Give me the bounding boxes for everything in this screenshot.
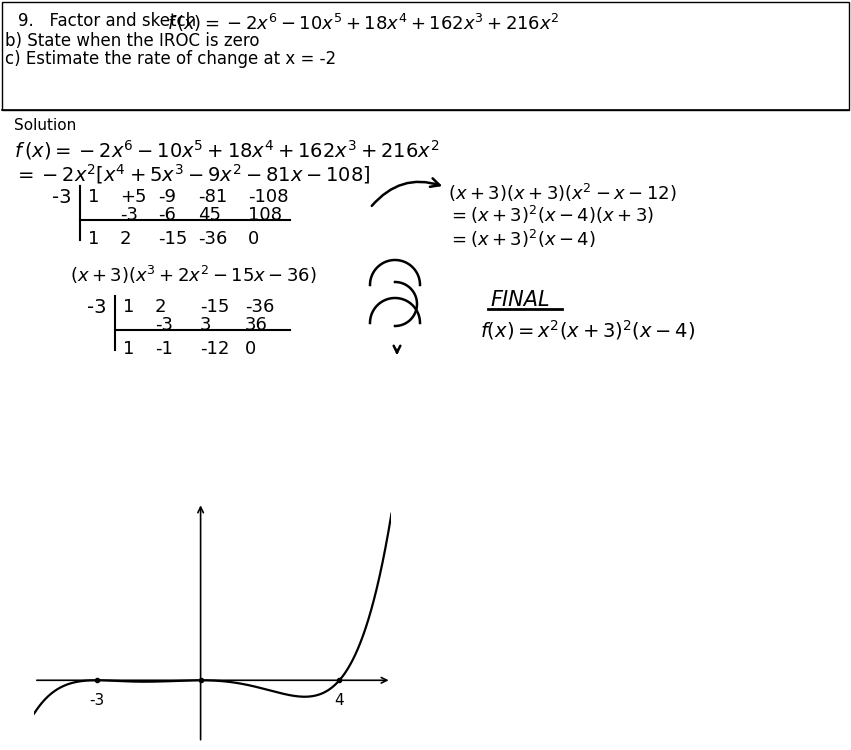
Text: $(x+3)(x+3)(x^2-x-12)$: $(x+3)(x+3)(x^2-x-12)$ bbox=[448, 182, 677, 204]
Text: 9.   Factor and sketch: 9. Factor and sketch bbox=[18, 12, 202, 30]
Text: 108: 108 bbox=[248, 206, 282, 224]
Text: 4: 4 bbox=[334, 693, 344, 708]
Text: 2: 2 bbox=[155, 298, 167, 316]
Text: c) Estimate the rate of change at x = -2: c) Estimate the rate of change at x = -2 bbox=[5, 50, 336, 68]
Bar bbox=[2, 2, 849, 110]
Text: 36: 36 bbox=[245, 316, 268, 334]
Text: -9: -9 bbox=[158, 188, 176, 206]
Text: $= -2x^2\left[x^4 + 5x^3 - 9x^2 - 81x - 108\right]$: $= -2x^2\left[x^4 + 5x^3 - 9x^2 - 81x - … bbox=[14, 162, 370, 186]
Text: -1: -1 bbox=[155, 340, 173, 358]
Text: 2: 2 bbox=[120, 230, 132, 248]
Text: -3: -3 bbox=[89, 693, 104, 708]
Text: $= (x+3)^2(x-4)(x+3)$: $= (x+3)^2(x-4)(x+3)$ bbox=[448, 204, 654, 226]
Text: -15: -15 bbox=[200, 298, 230, 316]
Text: $f\,(x) = -2x^6 - 10x^5 + 18x^4 + 162x^3 + 216x^2$: $f\,(x) = -2x^6 - 10x^5 + 18x^4 + 162x^3… bbox=[167, 12, 560, 34]
Text: +5: +5 bbox=[120, 188, 146, 206]
Text: $f\,(x) = -2x^6 - 10x^5 + 18x^4 + 162x^3 + 216x^2$: $f\,(x) = -2x^6 - 10x^5 + 18x^4 + 162x^3… bbox=[14, 138, 439, 162]
Text: $(x+3)(x^3+2x^2-15x-36)$: $(x+3)(x^3+2x^2-15x-36)$ bbox=[70, 264, 317, 286]
Text: 1: 1 bbox=[123, 340, 134, 358]
Text: 0: 0 bbox=[248, 230, 260, 248]
Text: 1: 1 bbox=[88, 188, 100, 206]
Text: Solution: Solution bbox=[14, 118, 77, 133]
Text: 1: 1 bbox=[88, 230, 100, 248]
Text: -81: -81 bbox=[198, 188, 227, 206]
Text: 3: 3 bbox=[200, 316, 212, 334]
Text: 45: 45 bbox=[198, 206, 221, 224]
Text: -3: -3 bbox=[52, 188, 71, 207]
Text: -3: -3 bbox=[155, 316, 173, 334]
Text: -15: -15 bbox=[158, 230, 187, 248]
Text: -108: -108 bbox=[248, 188, 288, 206]
Text: -6: -6 bbox=[158, 206, 176, 224]
Text: 1: 1 bbox=[123, 298, 134, 316]
Text: -36: -36 bbox=[245, 298, 274, 316]
Text: -3: -3 bbox=[120, 206, 138, 224]
FancyArrowPatch shape bbox=[394, 346, 400, 352]
Text: -36: -36 bbox=[198, 230, 227, 248]
Text: -3: -3 bbox=[87, 298, 106, 317]
Text: $= (x+3)^2(x-4)$: $= (x+3)^2(x-4)$ bbox=[448, 228, 596, 250]
Text: -12: -12 bbox=[200, 340, 230, 358]
Text: b) State when the IROC is zero: b) State when the IROC is zero bbox=[5, 32, 260, 50]
Text: FINAL: FINAL bbox=[490, 290, 550, 310]
FancyArrowPatch shape bbox=[372, 178, 440, 206]
Text: $f(x) = x^2(x+3)^2(x-4)$: $f(x) = x^2(x+3)^2(x-4)$ bbox=[480, 318, 695, 342]
Text: 0: 0 bbox=[245, 340, 256, 358]
